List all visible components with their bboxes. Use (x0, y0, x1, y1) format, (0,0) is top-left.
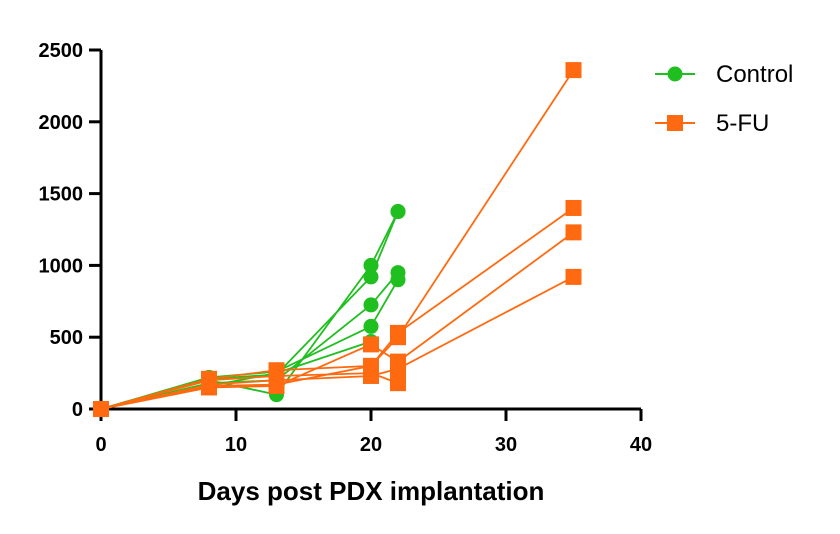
legend-marker-5-fu (667, 115, 683, 131)
control-data-point (390, 272, 406, 288)
5-fu-data-point (565, 199, 582, 216)
x-tick-label: 20 (360, 434, 382, 456)
5-fu-data-point (363, 336, 379, 353)
5-fu-data-point (390, 360, 406, 377)
5-fu-data-point (363, 365, 379, 382)
5-fu-data-point (565, 224, 582, 241)
y-tick-label: 2000 (39, 112, 84, 134)
5-fu-data-point (390, 375, 406, 392)
5-fu-series-line (100, 372, 399, 410)
axes (99, 50, 641, 411)
control-data-point (363, 318, 379, 334)
legend-marker-control (667, 66, 683, 82)
5-fu-data-point (268, 367, 285, 384)
x-tick-label: 10 (225, 434, 247, 456)
control-data-point (363, 257, 379, 273)
control-series-line (100, 211, 399, 410)
5-fu-data-point (390, 324, 406, 341)
x-tick-label: 40 (630, 434, 652, 456)
5-fu-data-point (201, 372, 217, 389)
5-fu-series-line (100, 276, 574, 410)
y-tick-label: 2500 (39, 40, 84, 62)
control-data-point (363, 297, 379, 313)
5-fu-series-line (100, 231, 575, 410)
y-tick-label: 1000 (39, 255, 84, 277)
x-tick-label: 0 (95, 434, 106, 456)
legend: Control 5-FU (655, 61, 793, 137)
legend-label-control: Control (716, 61, 793, 88)
x-tick-label: 30 (495, 434, 517, 456)
legend-label-5-fu: 5-FU (716, 110, 769, 137)
x-ticks: 0 10 20 30 40 (95, 409, 652, 456)
5-fu-data-point (565, 268, 582, 285)
y-tick-label: 0 (72, 399, 83, 421)
control-data-point (363, 269, 379, 285)
5-fu-series-line (100, 207, 575, 410)
5-fu-series-line (100, 69, 575, 410)
5-fu-data-point (93, 401, 109, 417)
series-layer (93, 62, 582, 417)
x-axis-title: Days post PDX implantation (198, 476, 545, 506)
y-ticks: 0 500 1000 1500 2000 2500 (39, 40, 101, 421)
5-fu-data-point (565, 62, 582, 79)
y-tick-label: 1500 (39, 184, 84, 206)
y-tick-label: 500 (50, 327, 83, 349)
control-series-line (100, 211, 399, 410)
control-data-point (390, 204, 406, 220)
